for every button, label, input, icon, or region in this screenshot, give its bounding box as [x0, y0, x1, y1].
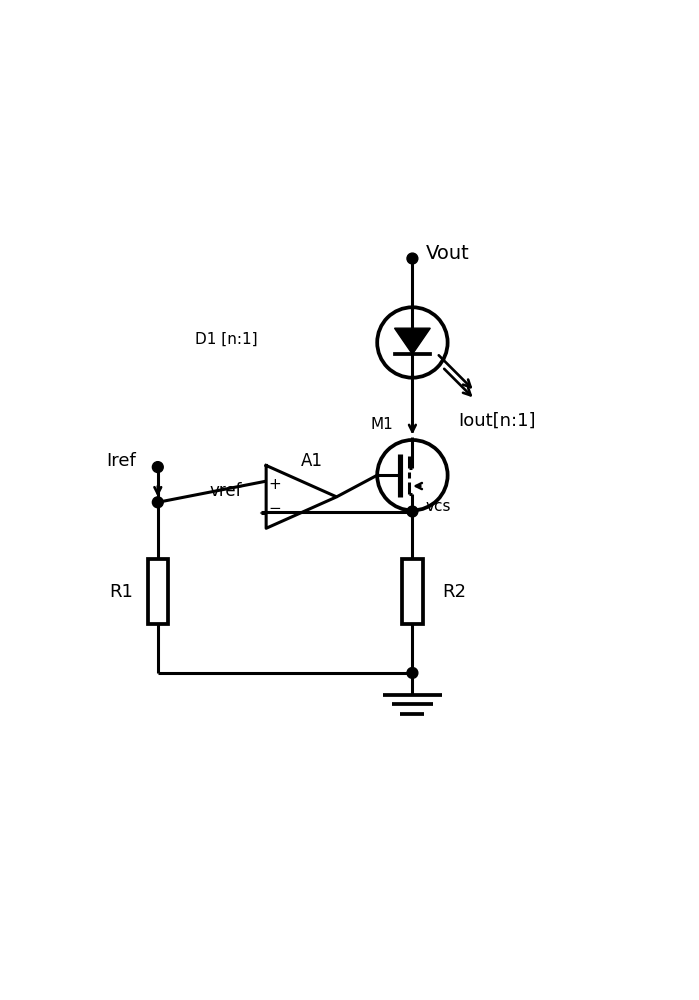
Text: −: − — [268, 501, 281, 516]
Text: A1: A1 — [301, 452, 323, 470]
Text: Iout[n:1]: Iout[n:1] — [459, 412, 536, 430]
Text: vcs: vcs — [426, 499, 452, 514]
Bar — [147, 559, 168, 624]
Text: Iref: Iref — [106, 452, 136, 470]
Text: D1 [n:1]: D1 [n:1] — [196, 332, 258, 347]
Text: Vout: Vout — [426, 244, 470, 263]
Text: R2: R2 — [442, 583, 466, 601]
Circle shape — [407, 253, 418, 264]
Text: +: + — [268, 477, 281, 492]
Bar — [402, 559, 423, 624]
Polygon shape — [394, 328, 431, 354]
Circle shape — [152, 462, 163, 472]
Circle shape — [152, 497, 163, 508]
Circle shape — [407, 668, 418, 678]
Text: R1: R1 — [110, 583, 134, 601]
Text: M1: M1 — [370, 417, 394, 432]
Text: vref: vref — [209, 482, 242, 500]
Circle shape — [407, 506, 418, 517]
